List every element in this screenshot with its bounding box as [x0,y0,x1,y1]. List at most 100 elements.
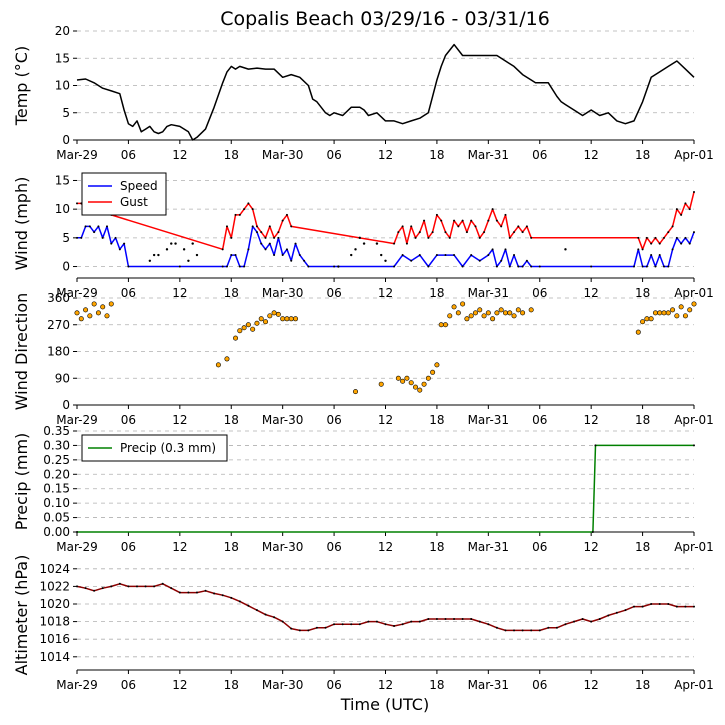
direction-point [434,362,440,368]
altimeter-point [161,582,164,585]
wind-point [521,265,524,268]
wind-legend-label: Speed [120,179,158,193]
direction-point [502,310,508,316]
wind-point [474,225,477,228]
direction-point [468,313,474,319]
wind-point [684,202,687,205]
wind-point [590,265,593,268]
direction-point [691,301,697,307]
altimeter-x-tick-label: 18 [635,678,650,692]
direction-point [661,310,667,316]
temp-x-tick-label: 18 [635,148,650,162]
wind-point [654,265,657,268]
wind-point [178,265,181,268]
altimeter-point [418,620,421,623]
direction-x-tick-label: 12 [378,413,393,427]
direction-point [245,322,251,328]
precip-panel: 0.000.050.100.150.200.250.300.35 Mar-29 06… [12,424,714,554]
wind-isolated-point [148,259,152,262]
wind-isolated-point [337,265,340,268]
wind-point [234,254,237,257]
direction-x-tick-label: 12 [584,413,599,427]
wind-point [654,236,657,239]
wind-point [333,265,336,268]
direction-point [258,316,264,322]
wind-point [693,231,695,234]
altimeter-point [315,626,318,629]
wind-isolated-point [362,242,366,245]
altimeter-point [350,623,353,626]
direction-x-tick-label: 06 [532,413,547,427]
precip-y-tick-label: 0.15 [43,482,70,496]
wind-point [268,225,271,228]
wind-point [457,225,460,228]
precip-x-tick-label: 12 [584,540,599,554]
wind-y-tick-label: 0 [62,260,70,274]
altimeter-point [298,629,301,632]
wind-point [461,219,464,222]
wind-point [410,225,413,228]
wind-point [487,254,490,257]
wind-point [76,202,78,205]
direction-point [644,316,650,322]
temp-x-tick-label: 12 [584,148,599,162]
direction-point [237,328,243,334]
wind-point [513,254,516,257]
altimeter-point [495,626,498,629]
wind-isolated-point [182,248,186,251]
altimeter-point [110,585,113,588]
direction-point [404,375,410,381]
direction-point [100,304,106,310]
wind-point [273,254,276,257]
wind-point [663,236,666,239]
wind-point [230,236,233,239]
precip-x-tick-label: 12 [378,540,393,554]
altimeter-panel: 1014 1016 1018 1020 1022 1024 Mar-29 06 12 18 Mar-… [12,555,714,692]
wind-point [114,236,117,239]
wind-isolated-point [564,248,567,251]
altimeter-point [427,617,430,620]
temp-x-tick-label: Mar-30 [262,148,303,162]
altimeter-point [598,617,601,620]
precip-y-tick-label: 0.20 [43,467,70,481]
wind-point [123,242,126,245]
wind-point [667,265,670,268]
wind-point [285,213,288,216]
wind-isolated-point [380,253,383,257]
direction-point [353,389,359,395]
direction-point [515,307,521,313]
wind-isolated-point [195,253,199,257]
altimeter-x-tick-label: Mar-30 [262,678,303,692]
altimeter-y-tick-label: 1020 [39,597,70,611]
altimeter-point [101,587,104,590]
temp-y-tick-label: 10 [55,79,70,93]
direction-point [447,313,453,319]
wind-legend-box [81,172,167,216]
altimeter-point [144,585,147,588]
altimeter-x-tick-label: Mar-31 [468,678,509,692]
temp-x-tick-label: 12 [378,148,393,162]
wind-point [393,242,396,245]
precip-x-tick-label: 06 [532,540,547,554]
direction-x-tick-label: 06 [326,413,341,427]
direction-point [635,329,641,335]
altimeter-x-tick-label: 06 [121,678,136,692]
altimeter-point [273,616,276,619]
direction-point [430,369,436,375]
wind-point [427,265,430,268]
wind-x-tick-label: Mar-30 [262,286,303,300]
wind-point [448,236,451,239]
precip-x-tick-label: 06 [121,540,136,554]
temp-x-tick-label: Mar-31 [468,148,509,162]
wind-x-tick-label: 06 [121,286,136,300]
wind-point [298,254,301,257]
wind-point [495,219,498,222]
direction-point [241,325,247,331]
wind-isolated-point [350,253,353,257]
altimeter-point [487,623,490,626]
wind-isolated-point [375,242,379,245]
wind-point [513,231,516,234]
direction-x-tick-label: Mar-30 [262,413,303,427]
wind-point [435,254,438,257]
altimeter-point [84,587,87,590]
